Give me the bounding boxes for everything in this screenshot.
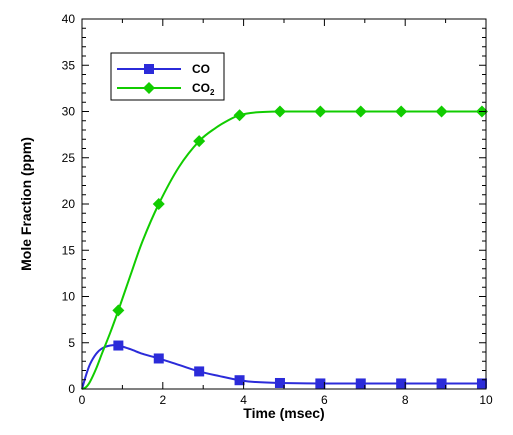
data-point-co: [274, 377, 285, 388]
axis-ticks: 0 2 4 6 8 10 0 5 10 15 20 25 30 35 40: [62, 12, 493, 407]
y-tick-label: 25: [62, 151, 76, 165]
series-line-co: [81, 344, 487, 390]
data-point-co: [476, 378, 487, 389]
data-point-co: [153, 353, 164, 364]
y-axis-title: Mole Fraction (ppm): [18, 137, 34, 271]
data-point-co: [194, 366, 205, 377]
x-tick-label: 6: [321, 393, 328, 407]
legend-label-co: CO: [192, 62, 210, 76]
y-tick-label: 35: [62, 58, 76, 72]
series-layer: [81, 105, 488, 390]
series-co: [81, 340, 487, 390]
y-tick-label: 30: [62, 105, 76, 119]
y-tick-label: 40: [62, 12, 76, 26]
x-tick-label: 10: [479, 393, 493, 407]
data-point-co2: [152, 198, 165, 210]
legend-box: [110, 52, 225, 101]
data-point-co2: [354, 105, 367, 118]
legend-label-co2: CO2: [192, 81, 215, 97]
data-point-co2: [273, 105, 286, 118]
legend-marker-co2: [143, 82, 155, 94]
data-point-co: [436, 378, 447, 389]
x-tick-label: 4: [240, 393, 247, 407]
y-tick-label: 15: [62, 243, 76, 257]
series-line-co2: [81, 110, 486, 390]
y-tick-label: 20: [62, 197, 76, 211]
data-point-co: [234, 375, 245, 386]
x-tick-label: 0: [79, 393, 86, 407]
series-co2: [81, 105, 488, 390]
data-point-co2: [233, 109, 246, 122]
y-tick-label: 10: [62, 290, 76, 304]
legend-marker-co: [144, 64, 154, 74]
data-point-co: [396, 378, 407, 389]
y-tick-label: 0: [68, 382, 75, 396]
data-point-co: [355, 378, 366, 389]
legend: CO CO2: [110, 52, 225, 101]
data-point-co: [113, 340, 124, 351]
x-tick-label: 8: [402, 393, 409, 407]
y-tick-label: 5: [68, 336, 75, 350]
x-tick-label: 2: [159, 393, 166, 407]
data-point-co2: [314, 105, 327, 118]
data-point-co2: [112, 304, 125, 317]
x-axis-title: Time (msec): [243, 405, 324, 421]
data-point-co2: [435, 105, 448, 118]
data-point-co: [315, 378, 326, 389]
data-point-co2: [395, 105, 408, 118]
data-point-co2: [193, 135, 206, 148]
